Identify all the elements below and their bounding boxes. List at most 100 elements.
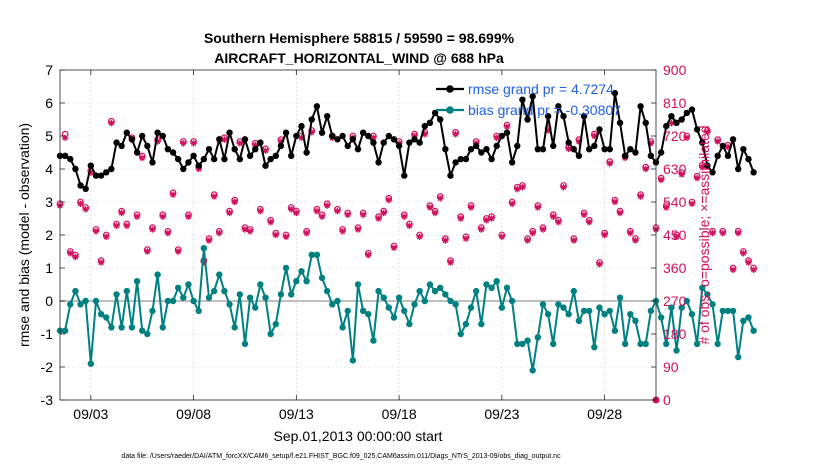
obs-assimilated-marker xyxy=(92,228,100,235)
obs-assimilated-marker xyxy=(606,160,613,167)
bias-marker xyxy=(478,320,485,328)
rmse-marker xyxy=(293,132,300,140)
x-tick-label: 09/28 xyxy=(587,406,622,422)
rmse-marker xyxy=(72,165,79,173)
rmse-marker xyxy=(349,136,357,143)
rmse-marker xyxy=(575,152,583,159)
obs-assimilated-marker xyxy=(282,233,290,241)
bias-marker xyxy=(647,307,655,315)
bias-marker xyxy=(169,297,177,305)
bias-marker xyxy=(246,294,254,301)
y2-tick-label: 810 xyxy=(663,95,687,111)
obs-assimilated-marker xyxy=(82,206,89,213)
rmse-marker xyxy=(231,146,238,153)
y-tick-label: 0 xyxy=(45,293,53,309)
bias-marker xyxy=(719,307,726,315)
bias-marker xyxy=(580,307,588,315)
bias-marker xyxy=(308,251,315,258)
rmse-marker xyxy=(642,119,649,127)
obs-assimilated-marker xyxy=(688,200,696,208)
rmse-marker xyxy=(118,142,125,150)
rmse-marker xyxy=(421,122,428,130)
obs-assimilated-marker xyxy=(447,259,454,266)
obs-assimilated-marker xyxy=(385,196,393,204)
rmse-marker xyxy=(277,142,285,150)
obs-assimilated-marker xyxy=(673,233,680,241)
bias-marker xyxy=(539,301,547,308)
x-tick-label: 09/03 xyxy=(73,406,108,422)
bias-marker xyxy=(570,287,577,295)
rmse-marker xyxy=(190,152,197,159)
obs-assimilated-marker xyxy=(591,132,598,140)
rmse-marker xyxy=(529,93,536,100)
y-tick-label: 6 xyxy=(45,95,53,111)
rmse-marker xyxy=(375,159,382,166)
rmse-marker xyxy=(550,142,557,150)
rmse-marker xyxy=(195,162,202,169)
rmse-marker xyxy=(503,129,511,136)
obs-assimilated-marker xyxy=(113,222,120,230)
bias-marker xyxy=(457,330,464,338)
legend-bias-label: bias grand pr = -0.30807 xyxy=(468,102,621,118)
obs-assimilated-marker xyxy=(714,138,721,145)
bias-marker xyxy=(67,301,74,308)
bias-marker xyxy=(380,294,387,301)
bias-marker xyxy=(313,251,321,258)
rmse-marker xyxy=(647,152,655,159)
bias-series xyxy=(56,245,757,374)
bias-marker xyxy=(663,340,670,348)
rmse-marker xyxy=(544,113,552,120)
bias-marker xyxy=(133,278,141,285)
bias-marker xyxy=(113,291,120,298)
bias-marker xyxy=(334,297,341,305)
bias-marker xyxy=(627,311,634,318)
rmse-marker xyxy=(616,119,624,127)
rmse-marker xyxy=(637,103,644,110)
bias-marker xyxy=(729,307,737,315)
bias-marker xyxy=(673,347,680,354)
bias-marker xyxy=(591,344,598,351)
obs-assimilated-marker xyxy=(77,200,84,208)
rmse-marker xyxy=(406,139,413,146)
rmse-marker xyxy=(216,136,223,143)
bias-marker xyxy=(472,287,480,295)
rmse-marker xyxy=(621,152,629,159)
bias-marker xyxy=(216,271,223,278)
y-tick-label: 3 xyxy=(45,194,53,210)
bias-marker xyxy=(426,281,434,288)
rmse-marker xyxy=(570,146,577,153)
rmse-marker xyxy=(565,139,572,146)
obs-assimilated-marker xyxy=(524,237,531,244)
obs-assimilated-marker xyxy=(267,218,274,226)
bias-marker xyxy=(596,304,603,311)
obs-assimilated-marker xyxy=(118,209,125,217)
obs-assimilated-marker xyxy=(262,147,269,154)
bias-marker xyxy=(174,284,182,291)
y2-tick-label: 0 xyxy=(663,392,671,408)
rmse-marker xyxy=(611,89,619,97)
rmse-marker xyxy=(267,155,274,163)
bias-marker xyxy=(735,353,742,361)
rmse-marker xyxy=(246,152,254,159)
bias-marker xyxy=(185,281,192,288)
bias-marker xyxy=(421,297,428,305)
x-tick-label: 09/18 xyxy=(382,406,417,422)
obs-assimilated-marker xyxy=(359,211,367,219)
bias-marker xyxy=(329,301,336,308)
y2-axis-label: # of obs: o=possible; ×=assimilated xyxy=(696,125,712,344)
bias-marker xyxy=(406,320,413,328)
obs-assimilated-marker xyxy=(637,193,644,200)
obs-assimilated-marker xyxy=(539,226,547,233)
rmse-marker xyxy=(113,139,120,146)
rmse-marker xyxy=(534,146,542,153)
rmse-marker xyxy=(313,103,321,110)
bias-marker xyxy=(252,304,259,311)
rmse-marker xyxy=(164,146,172,153)
obs-assimilated-marker xyxy=(272,231,279,239)
obs-assimilated-marker xyxy=(144,248,151,255)
y2-tick-label: 630 xyxy=(663,161,687,177)
bias-marker xyxy=(714,340,721,348)
obs-assimilated-marker xyxy=(318,213,326,220)
bias-marker xyxy=(344,307,351,315)
rmse-marker xyxy=(719,142,726,150)
